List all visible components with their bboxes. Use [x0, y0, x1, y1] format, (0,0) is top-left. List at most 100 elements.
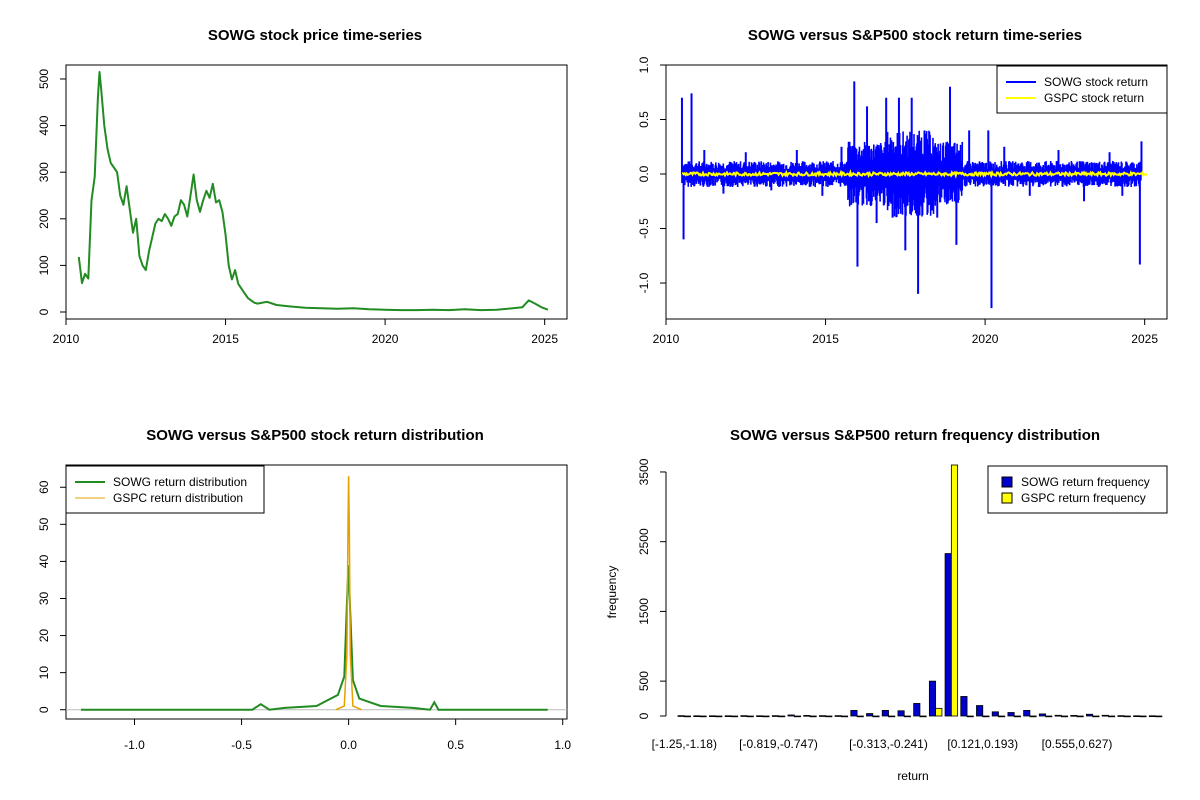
bar-sowg-frequency — [1070, 715, 1078, 717]
y-tick-label-density: 10 — [37, 666, 51, 680]
bar-sowg-frequency — [928, 680, 937, 717]
category-label: [-1.25,-1.18) — [652, 737, 717, 751]
bar-sowg-frequency — [818, 715, 827, 717]
bar-gspc-frequency — [935, 707, 943, 717]
y-tick-label-frequency: 1500 — [637, 598, 651, 625]
bar-gspc-frequency — [998, 715, 1006, 718]
bar-sowg-frequency — [1007, 712, 1015, 717]
x-tick-label-density: 1.0 — [554, 738, 571, 752]
ylabel-frequency: frequency — [605, 566, 619, 619]
series-price — [77, 71, 549, 312]
title-price: SOWG stock price time-series — [208, 27, 422, 44]
bar-sowg-frequency — [787, 714, 795, 717]
bar-gspc-frequency — [1155, 715, 1163, 718]
x-tick-label-density: -1.0 — [124, 738, 145, 752]
legend-density: SOWG return distribution GSPC return dis… — [65, 465, 265, 514]
bar-sowg-frequency — [724, 715, 732, 717]
bar-gspc-frequency — [762, 715, 770, 718]
bar-gspc-frequency — [731, 715, 739, 718]
series-sowg-return — [680, 81, 1143, 309]
y-tick-label-price: 200 — [37, 208, 51, 228]
series-line-sowg-density — [81, 565, 548, 711]
bar-sowg-frequency — [693, 715, 701, 717]
y-tick-label-frequency: 500 — [637, 671, 651, 691]
title-returns: SOWG versus S&P500 stock return time-ser… — [748, 27, 1082, 44]
legend-returns: SOWG stock return GSPC stock return — [996, 65, 1168, 114]
bar-sowg-frequency — [866, 713, 874, 717]
legend-label-gspc-frequency: GSPC return frequency — [1021, 491, 1146, 505]
bar-sowg-frequency — [991, 711, 999, 717]
bar-sowg-frequency — [1133, 715, 1141, 717]
legend-label-sowg-return: SOWG stock return — [1044, 75, 1148, 89]
bar-gspc-frequency — [950, 464, 959, 717]
bar-gspc-frequency — [840, 715, 849, 718]
legend-box-frequency — [987, 465, 1168, 514]
legend-swatch-gspc-frequency — [1001, 492, 1013, 504]
series-frequency — [677, 464, 1163, 718]
legend-box-returns — [996, 65, 1168, 114]
y-tick-label-frequency: 2500 — [637, 528, 651, 555]
bar-gspc-frequency — [903, 715, 911, 718]
y-tick-label-density: 40 — [37, 554, 51, 568]
bar-sowg-frequency — [1023, 710, 1031, 717]
panel-returns: SOWG versus S&P500 stock return time-ser… — [637, 27, 1168, 346]
series-returns — [680, 81, 1148, 309]
bar-gspc-frequency — [872, 715, 880, 718]
category-label: [0.555,0.627) — [1042, 737, 1113, 751]
bar-sowg-frequency — [1038, 713, 1047, 717]
bar-sowg-frequency — [1148, 715, 1156, 717]
bar-gspc-frequency — [825, 715, 833, 718]
legend-label-gspc-density: GSPC return distribution — [113, 491, 243, 505]
y-tick-label-frequency: 3500 — [637, 458, 651, 485]
title-density: SOWG versus S&P500 stock return distribu… — [146, 427, 484, 444]
y-tick-label-price: 500 — [37, 69, 51, 89]
bar-gspc-frequency — [966, 715, 974, 718]
bar-gspc-frequency — [793, 715, 801, 718]
y-tick-label-price: 400 — [37, 115, 51, 135]
bar-sowg-frequency — [756, 715, 764, 717]
bar-sowg-frequency — [1054, 714, 1062, 717]
axes-returns: 2010 2015 2020 2025 -1.0 -0.5 0.0 0.5 1.0 — [637, 56, 1158, 346]
gspc-return-line — [681, 168, 1148, 179]
y-tick-label-density: 0 — [37, 706, 51, 713]
bar-gspc-frequency — [1060, 715, 1069, 718]
legend-label-sowg-frequency: SOWG return frequency — [1021, 475, 1150, 489]
y-tick-label-price: 300 — [37, 162, 51, 182]
bar-gspc-frequency — [1076, 715, 1084, 718]
bar-gspc-frequency — [699, 715, 707, 718]
x-tick-label-price: 2015 — [212, 332, 239, 346]
series-gspc-return — [681, 168, 1148, 179]
panel-price: SOWG stock price time-series 2010 2015 202… — [37, 27, 568, 346]
category-label: [0.121,0.193) — [947, 737, 1018, 751]
bar-sowg-frequency — [709, 715, 717, 717]
x-tick-label-price: 2010 — [53, 332, 80, 346]
plot-box-price — [65, 64, 568, 320]
bar-sowg-frequency — [677, 715, 685, 717]
bar-gspc-frequency — [982, 715, 990, 718]
category-label: [-0.313,-0.241) — [849, 737, 928, 751]
bar-gspc-frequency — [683, 715, 691, 718]
axes-price: 2010 2015 2020 2025 0 100 200 300 400 500 — [37, 69, 558, 346]
category-label: [-0.819,-0.747) — [739, 737, 818, 751]
x-tick-label-returns: 2025 — [1131, 332, 1158, 346]
bar-sowg-frequency — [881, 710, 889, 717]
bar-sowg-frequency — [1101, 714, 1109, 717]
x-tick-label-density: 0.0 — [340, 738, 357, 752]
y-tick-label-returns: 0.0 — [637, 165, 651, 182]
title-frequency: SOWG versus S&P500 return frequency dist… — [730, 427, 1100, 444]
x-tick-label-returns: 2015 — [812, 332, 839, 346]
bar-sowg-frequency — [897, 710, 905, 717]
bar-sowg-frequency — [1086, 713, 1094, 717]
bar-sowg-frequency — [771, 715, 779, 717]
y-tick-label-returns: 1.0 — [637, 56, 651, 73]
y-tick-label-density: 30 — [37, 591, 51, 605]
y-tick-label-returns: -1.0 — [637, 272, 651, 293]
bar-gspc-frequency — [1123, 715, 1131, 718]
series-density — [81, 476, 548, 711]
bar-sowg-frequency — [740, 715, 748, 717]
legend-frequency: SOWG return frequency GSPC return freque… — [987, 465, 1168, 514]
y-tick-label-price: 100 — [37, 255, 51, 275]
legend-label-sowg-density: SOWG return distribution — [113, 475, 247, 489]
bar-sowg-frequency — [803, 715, 811, 717]
legend-label-gspc-return: GSPC stock return — [1044, 91, 1144, 105]
